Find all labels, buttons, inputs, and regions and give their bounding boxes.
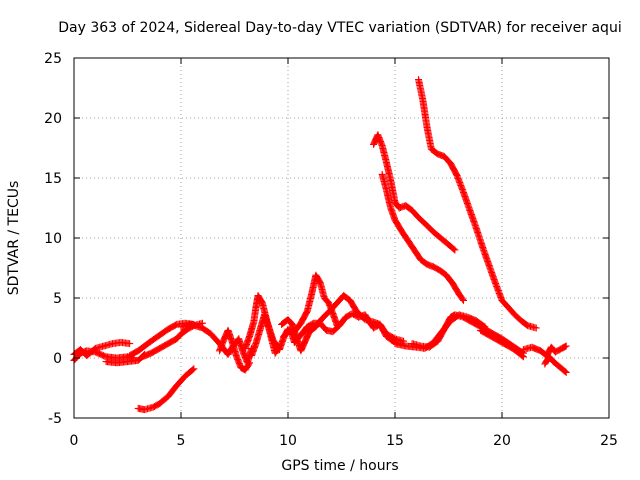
x-tick-label: 5 [177,433,186,449]
series-markers [370,131,459,254]
series-arc-15 [408,311,527,357]
y-tick-label: 5 [53,291,62,307]
x-tick-label: 0 [70,433,79,449]
x-tick-label: 15 [386,433,404,449]
series-markers [134,365,198,414]
series-arc-19 [415,76,540,332]
chart-title: Day 363 of 2024, Sidereal Day-to-day VTE… [58,20,621,36]
y-tick-label: 15 [44,171,62,187]
x-tick-label: 20 [493,433,511,449]
series-arc-6 [134,365,198,414]
series-markers [415,76,540,332]
series-arc-3 [102,350,149,367]
series-arc-20 [519,342,570,360]
series-markers [177,320,256,367]
series-arc-7 [177,320,256,367]
data-points [70,76,570,414]
series-arc-8 [216,326,253,374]
y-tick-label: 10 [44,231,62,247]
y-axis-label: SDTVAR / TECUs [6,181,22,296]
x-tick-label: 25 [600,433,618,449]
series-arc-21 [541,353,570,376]
series-arc-13 [280,310,408,346]
y-tick-label: 20 [44,111,62,127]
series-arc-16 [477,326,527,361]
series-arc-18 [378,170,467,304]
series-markers [102,350,149,367]
grid [74,58,609,418]
series-markers [519,342,570,360]
y-tick-label: -5 [48,411,62,427]
series-markers [477,326,527,361]
series-arc-17 [370,131,459,254]
axis-ticks: 0 5 10 15 20 25 -5 0 5 10 15 20 25 [44,51,618,449]
x-tick-label: 10 [279,433,297,449]
x-axis-label: GPS time / hours [281,458,398,474]
y-tick-label: 0 [53,351,62,367]
y-tick-label: 25 [44,51,62,67]
